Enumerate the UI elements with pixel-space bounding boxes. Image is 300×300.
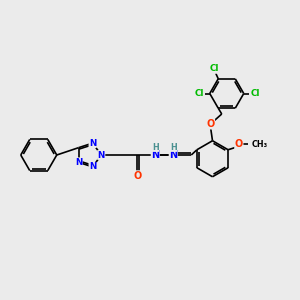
Text: O: O xyxy=(206,119,214,129)
Text: N: N xyxy=(151,150,159,160)
Text: H: H xyxy=(170,142,177,152)
Text: N: N xyxy=(169,150,177,160)
Text: Cl: Cl xyxy=(251,89,260,98)
Text: Cl: Cl xyxy=(194,89,204,98)
Text: O: O xyxy=(133,171,141,181)
Text: N: N xyxy=(75,158,82,167)
Text: O: O xyxy=(235,139,243,149)
Text: N: N xyxy=(89,162,96,171)
Text: H: H xyxy=(152,142,159,152)
Text: N: N xyxy=(89,139,96,148)
Text: N: N xyxy=(98,151,105,160)
Text: Cl: Cl xyxy=(210,64,219,73)
Text: CH₃: CH₃ xyxy=(251,140,268,149)
